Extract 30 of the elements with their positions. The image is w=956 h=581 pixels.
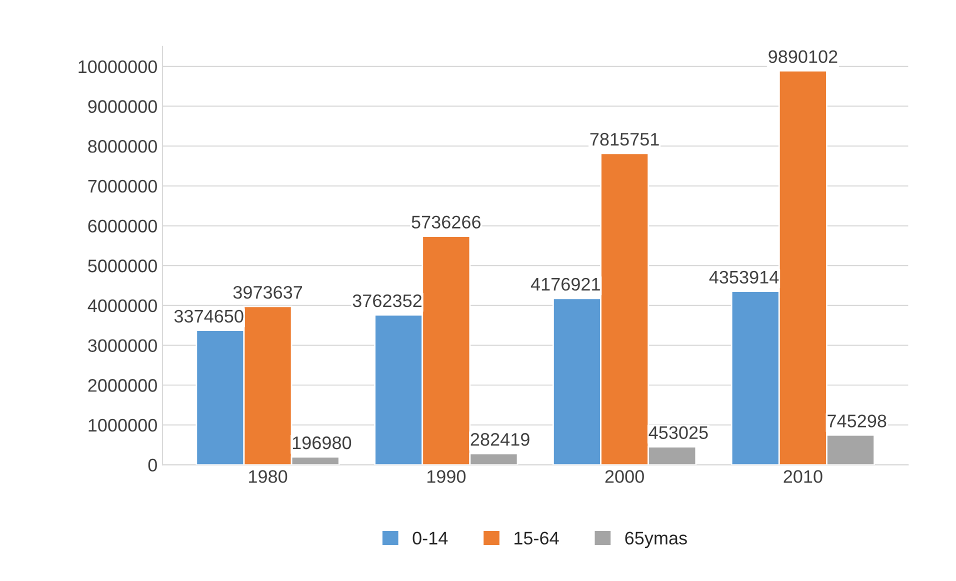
- legend-label: 0-14: [412, 532, 448, 545]
- y-tick-label: 3000000: [88, 339, 157, 352]
- y-tick-label: 6000000: [88, 220, 157, 232]
- y-tick-label: 5000000: [88, 260, 157, 272]
- x-tick-label: 2000: [605, 470, 644, 483]
- y-tick-label: 0: [148, 458, 157, 472]
- x-tick-label: 1980: [249, 470, 288, 483]
- data-label: 453025: [648, 426, 708, 440]
- data-label: 5736266: [412, 216, 481, 229]
- data-label: 3973637: [233, 286, 302, 299]
- x-tick-label: 2010: [784, 470, 822, 483]
- data-label: 3374650: [174, 310, 244, 323]
- y-tick-label: 1000000: [88, 418, 157, 432]
- x-tick-label: 1990: [427, 470, 466, 483]
- y-tick-label: 7000000: [88, 180, 157, 193]
- data-label: 745298: [828, 414, 886, 428]
- y-tick-label: 10000000: [78, 60, 157, 74]
- y-tick-label: 4000000: [88, 299, 157, 312]
- legend-label: 15-64: [514, 532, 559, 545]
- data-label: 3762352: [352, 294, 422, 308]
- data-label: 282419: [470, 433, 530, 446]
- data-label: 196980: [292, 436, 352, 450]
- y-tick-label: 2000000: [88, 379, 157, 392]
- data-label: 9890102: [768, 50, 838, 64]
- y-tick-label: 9000000: [88, 100, 157, 113]
- data-label: 4176921: [530, 278, 600, 291]
- data-label: 7815751: [590, 132, 659, 146]
- y-tick-label: 8000000: [88, 140, 157, 153]
- legend-label: 65ymas: [625, 532, 687, 548]
- data-label: 4353914: [709, 270, 779, 284]
